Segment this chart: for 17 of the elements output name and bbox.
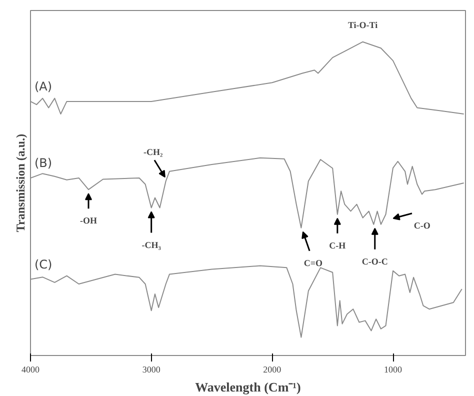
annotation: -CH₂ (143, 147, 163, 158)
series-label: (C) (34, 257, 52, 272)
x-tick-label: 3000 (142, 364, 161, 374)
annotation: -OH (80, 216, 97, 226)
annotation: C-O (414, 220, 430, 230)
x-tick-label: 2000 (263, 364, 282, 374)
annotation: -CH₃ (142, 240, 162, 250)
series-label: (B) (34, 156, 52, 170)
annotation: C=O (304, 258, 322, 268)
y-axis-title: Transmission (a.u.) (14, 134, 28, 232)
x-tick-label: 1000 (384, 364, 402, 374)
series-label: (A) (34, 79, 52, 94)
x-tick-label: 4000 (22, 364, 40, 374)
annotation: C-O-C (362, 256, 388, 266)
x-axis-title: Wavelength (Cm⁻¹) (195, 380, 301, 394)
annotation: C-H (329, 240, 346, 250)
annotation: Ti-O-Ti (348, 20, 378, 30)
